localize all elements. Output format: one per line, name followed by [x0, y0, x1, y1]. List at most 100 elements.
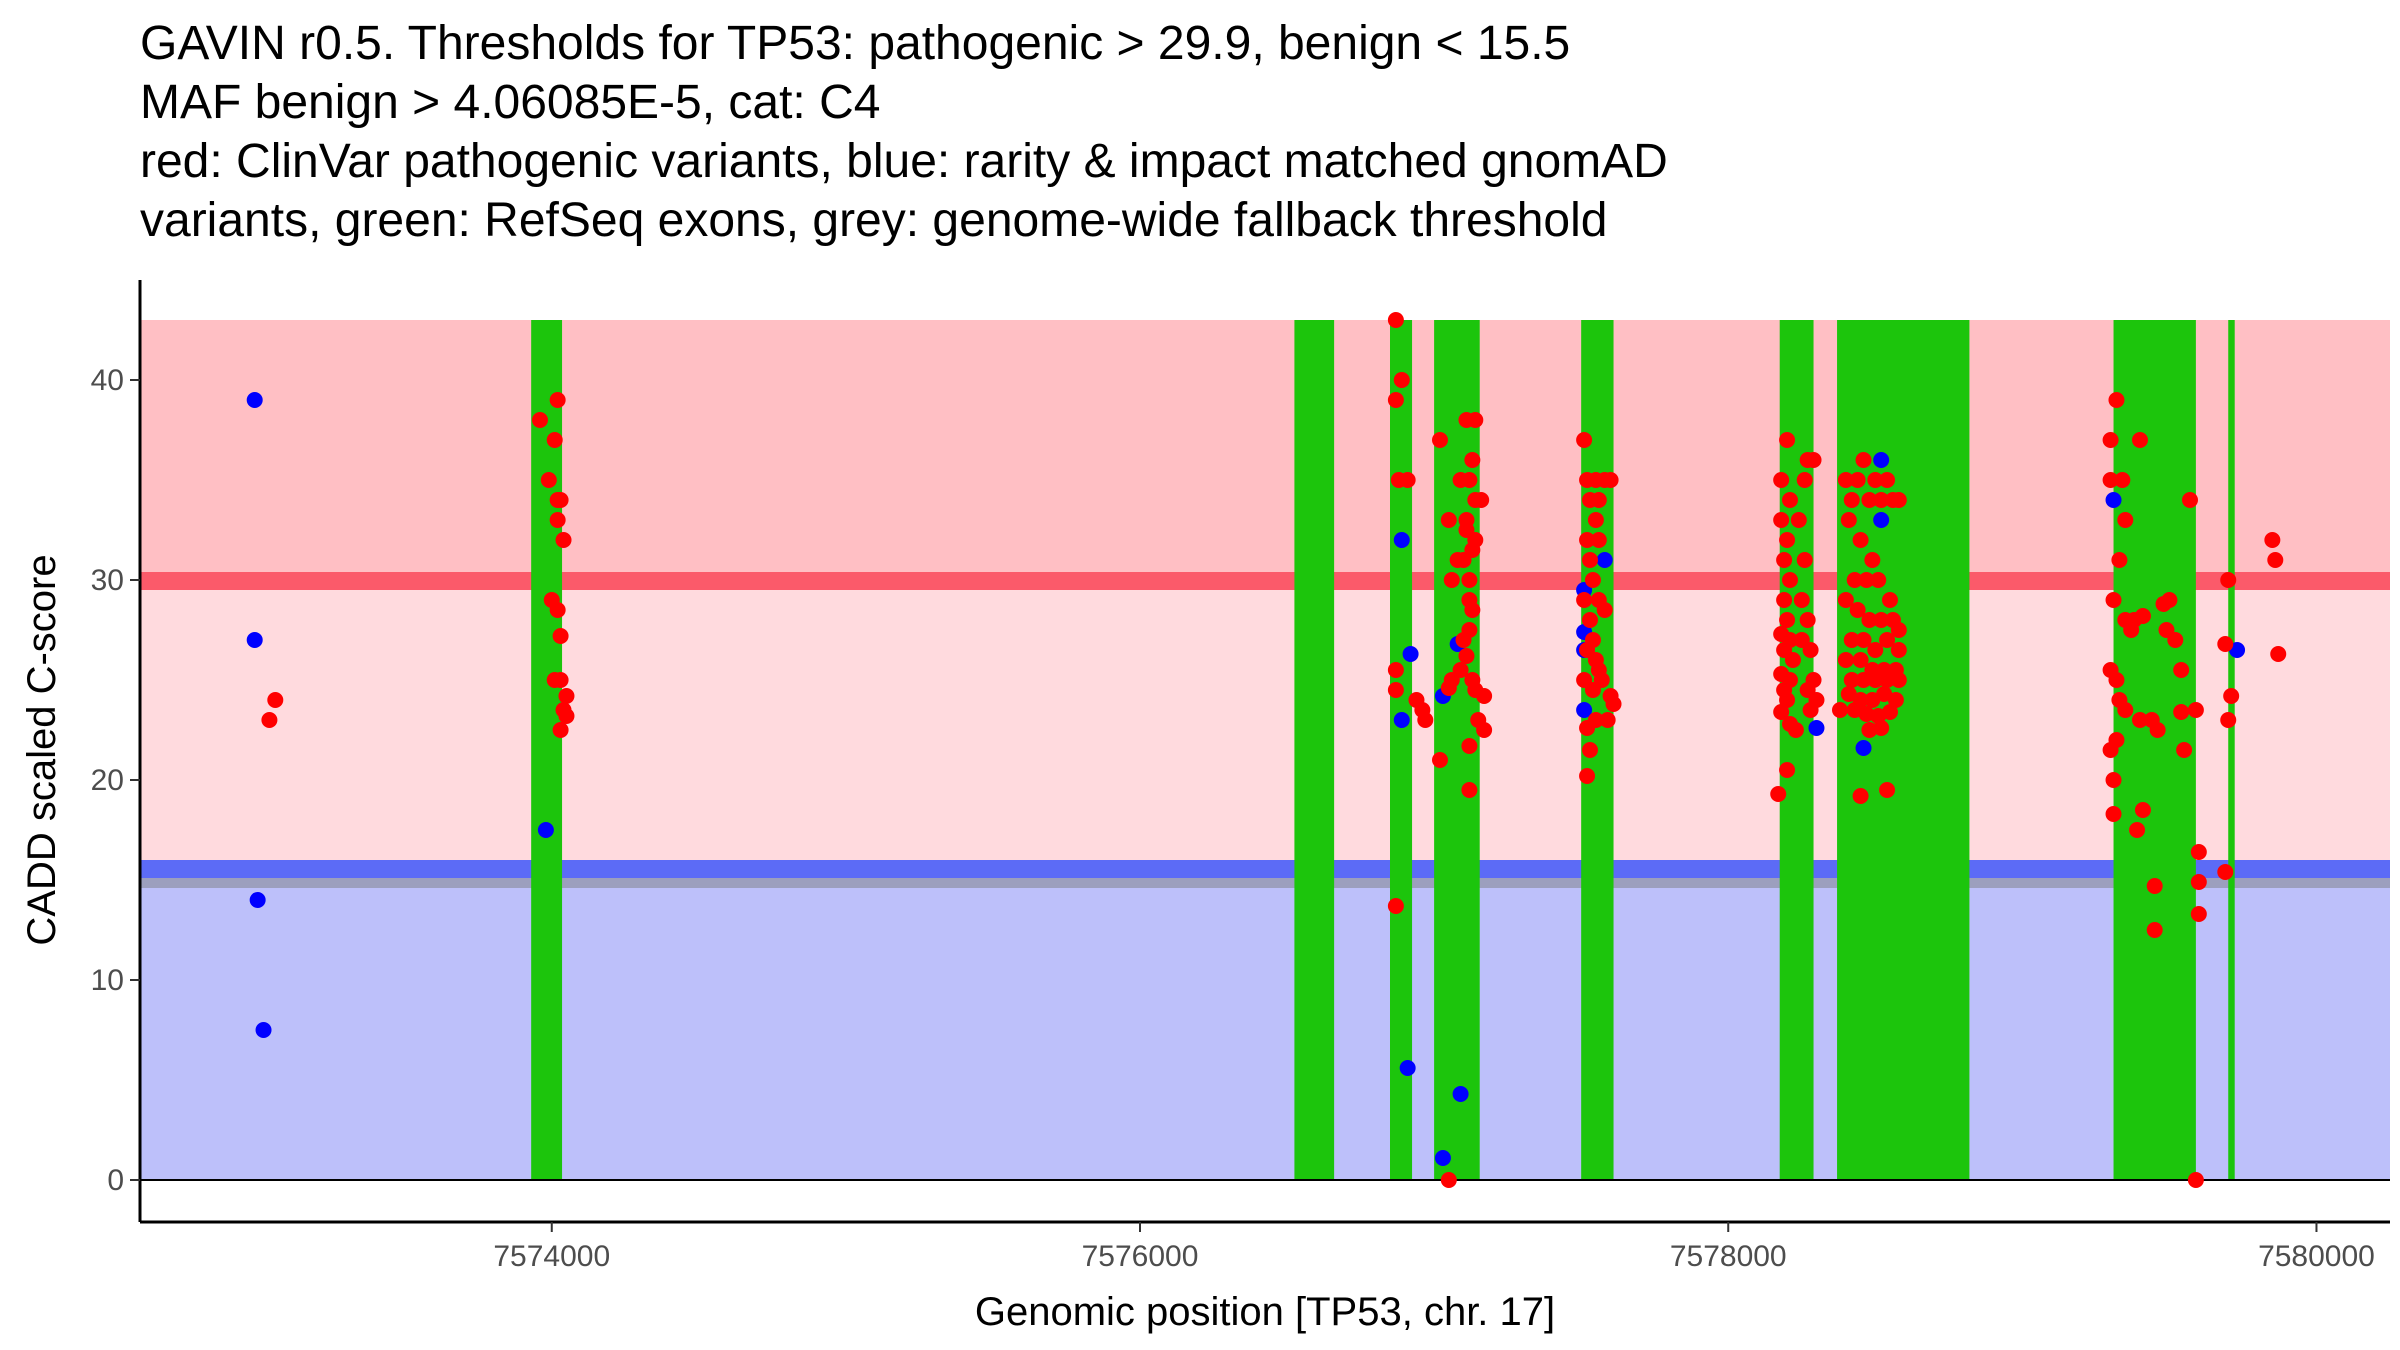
clinvar-variant-point — [2217, 864, 2234, 880]
clinvar-variant-point — [1582, 742, 1598, 758]
clinvar-variant-point — [1443, 572, 1460, 588]
clinvar-variant-point — [2220, 572, 2237, 588]
clinvar-variant-point — [2190, 874, 2207, 890]
band-pathogenic-threshold — [140, 572, 2390, 590]
clinvar-variant-point — [1879, 632, 1896, 648]
gnomad-variant-point — [2229, 642, 2246, 658]
clinvar-variant-point — [549, 392, 566, 408]
clinvar-variant-point — [1576, 432, 1593, 448]
clinvar-variant-point — [2167, 632, 2184, 648]
clinvar-variant-point — [549, 512, 566, 528]
clinvar-variant-point — [1473, 492, 1490, 508]
clinvar-variant-point — [1784, 652, 1801, 668]
clinvar-variant-point — [555, 532, 572, 548]
clinvar-variant-point — [2146, 878, 2163, 894]
clinvar-variant-point — [1796, 552, 1813, 568]
clinvar-variant-point — [2173, 662, 2190, 678]
band-fallback-threshold — [140, 878, 2390, 888]
clinvar-variant-point — [1582, 612, 1598, 628]
clinvar-variant-point — [1432, 752, 1448, 768]
clinvar-variant-point — [2149, 722, 2166, 738]
clinvar-variant-point — [2190, 906, 2207, 922]
clinvar-variant-point — [1584, 632, 1601, 648]
clinvar-variant-point — [1461, 782, 1478, 798]
exon-bar — [1294, 320, 1335, 1180]
clinvar-variant-point — [2132, 432, 2148, 448]
clinvar-variant-point — [1779, 692, 1796, 708]
title-line-4: variants, green: RefSeq exons, grey: gen… — [140, 194, 1608, 247]
clinvar-variant-point — [1584, 682, 1601, 698]
clinvar-variant-point — [1837, 592, 1854, 608]
y-tick-label: 30 — [91, 564, 124, 597]
clinvar-variant-point — [1855, 632, 1872, 648]
clinvar-variant-point — [1805, 452, 1822, 468]
clinvar-variant-point — [1861, 722, 1878, 738]
clinvar-variant-point — [2220, 712, 2237, 728]
clinvar-variant-point — [2264, 532, 2281, 548]
clinvar-variant-point — [2146, 922, 2163, 938]
clinvar-variant-point — [1858, 572, 1875, 588]
clinvar-variant-point — [1802, 702, 1819, 718]
clinvar-variant-point — [1890, 642, 1907, 658]
clinvar-variant-point — [1855, 452, 1872, 468]
clinvar-variant-point — [1796, 472, 1813, 488]
clinvar-variant-point — [1790, 512, 1807, 528]
clinvar-variant-point — [1879, 672, 1896, 688]
clinvar-variant-point — [2182, 492, 2198, 508]
clinvar-variant-point — [1793, 592, 1810, 608]
clinvar-variant-point — [1867, 472, 1884, 488]
benign-series — [246, 392, 2246, 1166]
clinvar-variant-point — [1787, 722, 1804, 738]
x-tick-label: 7574000 — [493, 1240, 610, 1273]
gnomad-variant-point — [1808, 720, 1825, 736]
clinvar-variant-point — [1776, 552, 1793, 568]
clinvar-variant-point — [552, 492, 569, 508]
exon-bar — [1779, 320, 1814, 1180]
gnomad-variant-point — [1873, 512, 1890, 528]
clinvar-variant-point — [1467, 532, 1484, 548]
clinvar-variant-point — [1849, 472, 1866, 488]
clinvar-variant-point — [1802, 642, 1819, 658]
clinvar-variant-point — [1864, 692, 1881, 708]
clinvar-variant-point — [1599, 712, 1616, 728]
clinvar-variant-point — [546, 432, 563, 448]
clinvar-variant-point — [1476, 688, 1493, 704]
clinvar-variant-point — [552, 628, 569, 644]
gnomad-variant-point — [1402, 646, 1419, 662]
clinvar-variant-point — [2108, 732, 2125, 748]
clinvar-variant-point — [558, 708, 575, 724]
x-axis-title: Genomic position [TP53, chr. 17] — [975, 1290, 1555, 1334]
clinvar-variant-point — [1779, 432, 1796, 448]
background-bands — [140, 320, 2390, 1180]
x-tick-label: 7578000 — [1670, 1240, 1787, 1273]
clinvar-variant-point — [1464, 452, 1481, 468]
clinvar-variant-point — [532, 412, 548, 428]
clinvar-variant-point — [1852, 652, 1869, 668]
variant-points — [246, 312, 2287, 1188]
clinvar-variant-point — [1843, 492, 1860, 508]
clinvar-variant-point — [2123, 622, 2140, 638]
clinvar-variant-point — [2132, 712, 2148, 728]
exon-bar — [531, 320, 563, 1180]
clinvar-variant-point — [1590, 492, 1607, 508]
clinvar-variant-point — [1779, 612, 1796, 628]
clinvar-variant-point — [1858, 706, 1875, 722]
y-tick-label: 10 — [91, 964, 124, 997]
clinvar-variant-point — [2161, 592, 2178, 608]
clinvar-variant-point — [1890, 672, 1907, 688]
clinvar-variant-point — [1852, 532, 1869, 548]
exon-bar — [2228, 320, 2235, 1180]
y-tick-label: 0 — [107, 1164, 124, 1197]
clinvar-variant-point — [2187, 1172, 2204, 1188]
clinvar-variant-point — [1867, 672, 1884, 688]
clinvar-variant-point — [1861, 612, 1878, 628]
clinvar-variant-point — [1770, 786, 1787, 802]
gnomad-variant-point — [1576, 702, 1593, 718]
gnomad-variant-point — [1399, 1060, 1416, 1076]
clinvar-variant-point — [552, 722, 569, 738]
clinvar-variant-point — [2270, 646, 2287, 662]
clinvar-variant-point — [2117, 512, 2134, 528]
gnomad-variant-point — [255, 1022, 272, 1038]
pathogenic-series — [261, 312, 2287, 1188]
clinvar-variant-point — [2173, 704, 2190, 720]
